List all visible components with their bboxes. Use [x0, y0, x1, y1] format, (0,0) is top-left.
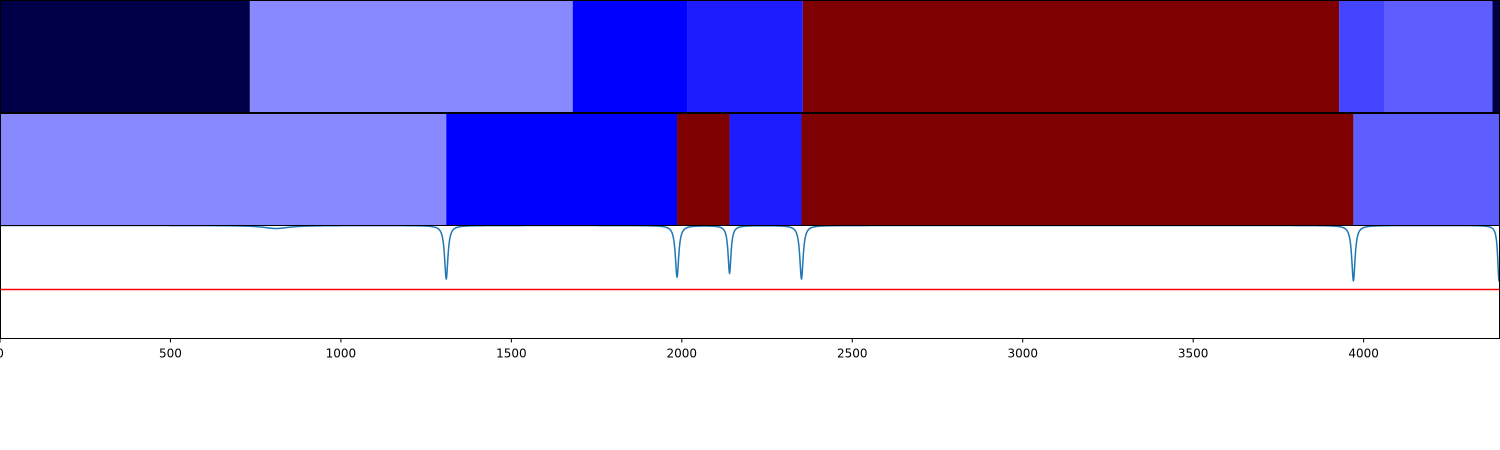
panel-1-segment-1: [0, 0, 250, 113]
panel-1: [0, 0, 1500, 113]
panel-1-segment-7: [1384, 0, 1493, 113]
panel-2: [0, 113, 1500, 226]
panel-2-segment-6: [1353, 113, 1500, 226]
x-tick-label-2500: 2500: [837, 347, 868, 361]
x-tick-label-1000: 1000: [326, 347, 357, 361]
panel-1-segment-4: [687, 0, 803, 113]
panel-1-segment-5: [802, 0, 1340, 113]
x-tick-label-0: 0: [0, 347, 4, 361]
panel-1-segment-8: [1492, 0, 1500, 113]
panel-1-segment-3: [572, 0, 688, 113]
x-tick-label-3000: 3000: [1007, 347, 1038, 361]
panel-2-segment-3: [677, 113, 730, 226]
x-tick-label-500: 500: [159, 347, 182, 361]
x-tick-label-3500: 3500: [1178, 347, 1209, 361]
panel-3-frame: [0, 225, 1500, 339]
x-tick-label-4000: 4000: [1348, 347, 1379, 361]
panel-2-segment-4: [729, 113, 802, 226]
panel-2-segment-2: [446, 113, 678, 226]
panel-2-segment-5: [801, 113, 1354, 226]
panel-2-segment-1: [0, 113, 447, 226]
panel-1-segment-2: [249, 0, 573, 113]
signal-line: [0, 224, 1500, 282]
panels: [0, 0, 1500, 339]
panel-3: [0, 224, 1500, 339]
panel-1-segment-6: [1339, 0, 1385, 113]
x-axis: 0 500 1000 1500 2000 2500 3000 3500 4000: [0, 338, 1379, 361]
x-tick-label-1500: 1500: [496, 347, 527, 361]
x-tick-label-2000: 2000: [667, 347, 698, 361]
